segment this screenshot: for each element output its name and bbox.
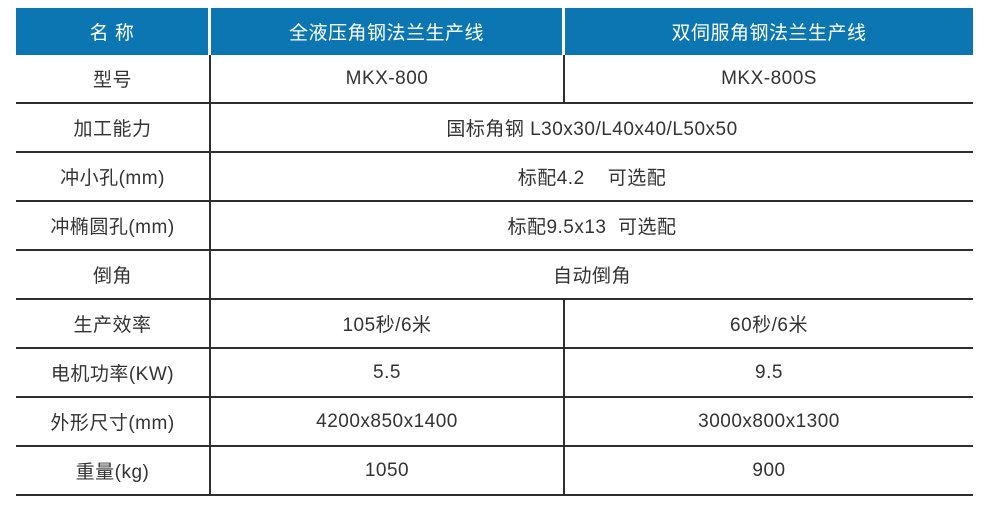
row-label: 冲椭圆孔(mm) bbox=[16, 202, 211, 249]
cell-span: 标配9.5x13 可选配 bbox=[507, 217, 677, 238]
row-label: 加工能力 bbox=[16, 104, 211, 151]
header-cell-name: 名 称 bbox=[16, 8, 211, 55]
cell-col1: 5.5 bbox=[211, 349, 565, 396]
cell-col2: 60秒/6米 bbox=[730, 315, 808, 336]
table-row-dimensions: 外形尺寸(mm) 4200x850x1400 3000x800x1300 bbox=[16, 398, 973, 447]
table-row-weight: 重量(kg) 1050 900 bbox=[16, 447, 973, 496]
cell-col1: 4200x850x1400 bbox=[211, 398, 565, 445]
row-label: 冲小孔(mm) bbox=[16, 153, 211, 200]
row-label: 外形尺寸(mm) bbox=[16, 398, 211, 445]
table-row-efficiency: 生产效率 105秒/6米 60秒/6米 bbox=[16, 300, 973, 349]
table-row-capacity: 加工能力 国标角钢 L30x30/L40x40/L50x50 bbox=[16, 104, 973, 153]
cell-span: 标配4.2 可选配 bbox=[517, 168, 667, 189]
cell-col2: 900 bbox=[752, 459, 786, 481]
header-cell-line1: 全液压角钢法兰生产线 bbox=[211, 8, 565, 55]
cell-col2: 3000x800x1300 bbox=[698, 410, 840, 432]
table-header-row: 名 称 全液压角钢法兰生产线 双伺服角钢法兰生产线 bbox=[16, 8, 973, 55]
cell-span: 国标角钢 L30x30/L40x40/L50x50 bbox=[446, 119, 738, 140]
table-row-oval-hole: 冲椭圆孔(mm) 标配9.5x13 可选配 bbox=[16, 202, 973, 251]
cell-col1: MKX-800 bbox=[211, 55, 565, 102]
table-row-chamfer: 倒角 自动倒角 bbox=[16, 251, 973, 300]
cell-span: 自动倒角 bbox=[552, 266, 631, 287]
row-label: 电机功率(KW) bbox=[16, 349, 211, 396]
table-row-model: 型号 MKX-800 MKX-800S bbox=[16, 55, 973, 104]
row-label: 重量(kg) bbox=[16, 447, 211, 494]
cell-col1: 1050 bbox=[211, 447, 565, 494]
cell-col2: 9.5 bbox=[755, 361, 783, 383]
cell-col1: 105秒/6米 bbox=[211, 300, 565, 347]
header-cell-line2: 双伺服角钢法兰生产线 bbox=[565, 8, 973, 55]
cell-col2: MKX-800S bbox=[721, 67, 817, 89]
table-row-small-hole: 冲小孔(mm) 标配4.2 可选配 bbox=[16, 153, 973, 202]
table-row-motor-power: 电机功率(KW) 5.5 9.5 bbox=[16, 349, 973, 398]
spec-table: 名 称 全液压角钢法兰生产线 双伺服角钢法兰生产线 型号 MKX-800 MKX… bbox=[16, 8, 973, 496]
row-label: 型号 bbox=[16, 55, 211, 102]
row-label: 倒角 bbox=[16, 251, 211, 298]
row-label: 生产效率 bbox=[16, 300, 211, 347]
